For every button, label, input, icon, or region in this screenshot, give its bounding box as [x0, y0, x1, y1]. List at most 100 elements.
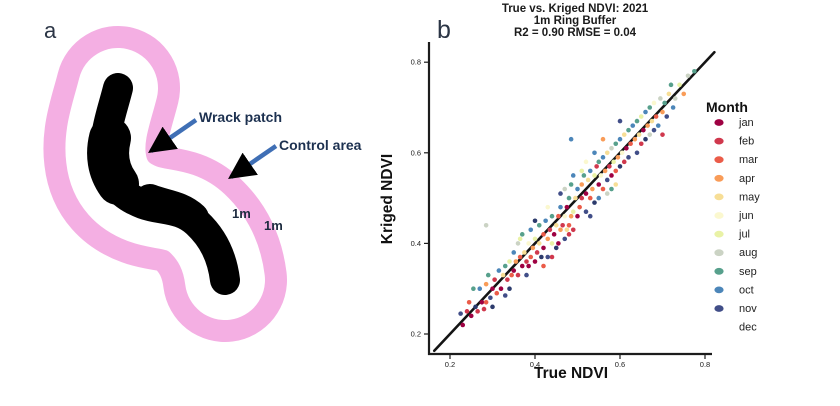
- point-apr: [590, 186, 595, 192]
- point-nov: [545, 254, 551, 260]
- point-apr: [602, 168, 608, 174]
- point-apr: [600, 136, 606, 142]
- point-may: [666, 91, 672, 97]
- point-nov: [626, 155, 631, 160]
- point-jul: [517, 236, 523, 242]
- point-feb: [570, 227, 576, 233]
- point-nov: [488, 295, 493, 301]
- point-apr: [545, 236, 551, 242]
- point-may: [564, 227, 570, 233]
- panel-b-scatterplot: True vs. Kriged NDVI: 2021 1m Ring Buffe…: [379, 3, 760, 382]
- point-mar: [528, 254, 534, 260]
- point-aug: [658, 96, 663, 101]
- wrack-patch-shape: [87, 73, 240, 295]
- point-feb: [481, 306, 487, 312]
- point-oct: [477, 286, 483, 292]
- y-axis-title: Kriged NDVI: [379, 154, 396, 244]
- point-jul: [507, 259, 512, 264]
- point-dec: [617, 164, 623, 169]
- buffer-width-outer-label: 1m: [264, 218, 283, 233]
- point-nov: [583, 209, 589, 214]
- point-jul: [638, 114, 644, 119]
- point-oct: [655, 123, 661, 128]
- point-feb: [560, 222, 565, 228]
- legend-marker-oct: [714, 286, 724, 294]
- point-nov: [617, 118, 623, 124]
- point-feb: [505, 277, 510, 282]
- point-aug: [685, 73, 691, 79]
- point-may: [604, 150, 610, 156]
- point-nov: [651, 127, 657, 133]
- x-tick-label: 0.4: [530, 360, 540, 369]
- point-mar: [541, 232, 546, 237]
- legend-marker-jun: [714, 212, 724, 219]
- month-legend: jan feb mar apr may jun jul aug sep oct nov dec: [714, 117, 760, 334]
- legend-label-jun: jun: [738, 210, 754, 222]
- point-aug: [672, 96, 678, 101]
- point-sep: [519, 232, 525, 237]
- point-jul: [549, 241, 555, 246]
- point-aug: [515, 241, 521, 246]
- point-dec: [507, 286, 512, 292]
- point-mar: [653, 114, 659, 119]
- point-may: [573, 195, 578, 201]
- legend-marker-mar: [714, 156, 724, 164]
- legend-label-nov: nov: [739, 303, 757, 315]
- point-sep: [609, 186, 614, 192]
- point-aug: [562, 186, 568, 192]
- point-feb: [492, 277, 497, 282]
- legend-label-jul: jul: [738, 229, 750, 241]
- point-may: [553, 222, 559, 228]
- wrack-patch-arrow: [148, 118, 198, 154]
- point-jan: [498, 286, 504, 292]
- scatter-points: [458, 68, 697, 328]
- legend-label-mar: mar: [739, 154, 758, 166]
- point-nov: [562, 236, 568, 242]
- point-may: [636, 132, 642, 137]
- point-jan: [609, 173, 614, 178]
- legend-label-apr: apr: [739, 173, 755, 185]
- legend-label-sep: sep: [739, 266, 757, 278]
- point-feb: [566, 232, 572, 237]
- point-dec: [490, 304, 495, 310]
- point-jan: [479, 299, 485, 305]
- point-sep: [568, 182, 574, 187]
- point-apr: [513, 259, 519, 264]
- point-dec: [473, 304, 478, 310]
- point-feb: [549, 254, 555, 260]
- point-feb: [534, 250, 540, 255]
- point-jun: [583, 159, 589, 165]
- point-oct: [543, 218, 548, 224]
- point-nov: [502, 293, 508, 298]
- point-jul: [592, 173, 597, 178]
- point-may: [536, 241, 542, 246]
- point-apr: [530, 245, 536, 251]
- point-oct: [670, 105, 676, 110]
- legend-marker-may: [714, 193, 724, 201]
- point-sep: [566, 195, 572, 201]
- point-nov: [558, 191, 563, 196]
- point-jul: [532, 236, 538, 242]
- point-jun: [619, 150, 625, 156]
- point-apr: [660, 109, 665, 115]
- point-aug: [647, 132, 653, 137]
- point-oct: [570, 173, 576, 178]
- point-nov: [458, 311, 463, 316]
- point-jan: [641, 127, 646, 133]
- point-oct: [528, 227, 534, 233]
- point-apr: [568, 213, 574, 219]
- point-oct: [587, 168, 593, 174]
- point-mar: [494, 290, 500, 296]
- point-dec: [539, 254, 544, 260]
- x-tick-label: 0.8: [700, 360, 710, 369]
- point-apr: [615, 155, 621, 160]
- point-sep: [626, 127, 631, 133]
- y-tick-label: 0.4: [411, 239, 421, 248]
- point-sep: [485, 272, 491, 278]
- point-apr: [681, 91, 687, 97]
- point-nov: [634, 150, 640, 156]
- point-jan: [564, 204, 570, 210]
- control-area-arrow: [228, 144, 278, 180]
- point-feb: [515, 272, 521, 278]
